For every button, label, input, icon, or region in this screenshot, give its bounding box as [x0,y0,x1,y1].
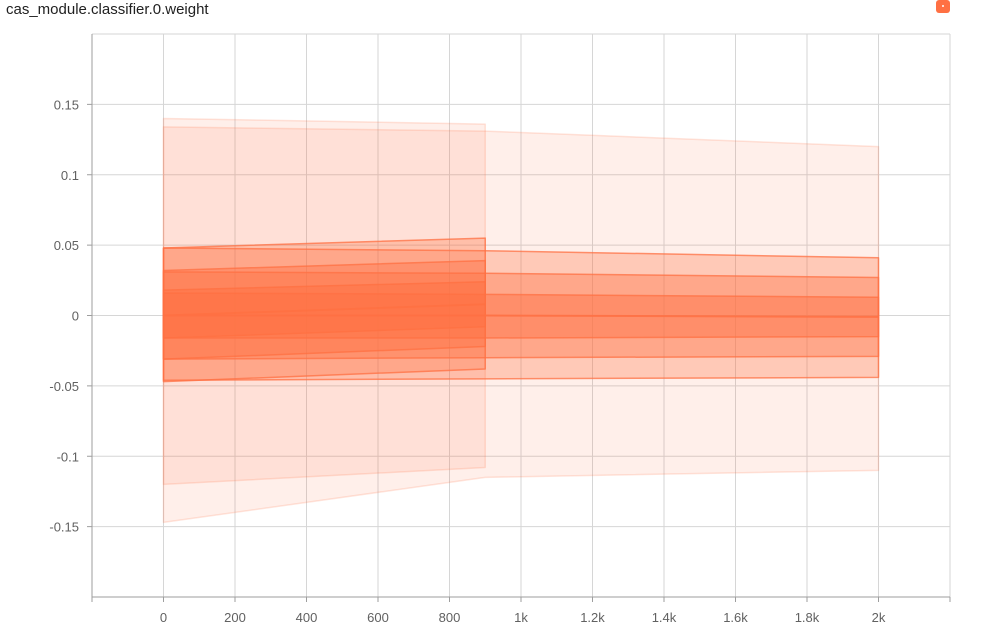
y-tick-label: 0.1 [61,168,79,183]
x-tick-label: 800 [439,610,461,625]
median-line [163,314,879,318]
x-tick-label: 0 [160,610,167,625]
distribution-bands [162,117,880,524]
y-tick-label: 0 [72,309,79,324]
x-tick-label: 1.8k [795,610,820,625]
x-tick-label: 400 [296,610,318,625]
percentile-band [162,247,880,381]
y-tick-label: -0.15 [49,520,79,535]
chart-title: cas_module.classifier.0.weight [6,1,209,18]
tick-labels: 0 200 400 600 800 1k 1.2k 1.4k 1.6k 1.8k 2k 0.15 0.1… [49,97,886,625]
median-line [163,303,486,317]
y-tick-label: 0.05 [54,238,79,253]
x-tick-label: 2k [872,610,886,625]
y-tick-label: -0.05 [49,379,79,394]
distribution-series [162,117,486,486]
x-tick-label: 1.4k [652,610,677,625]
percentile-band [162,126,880,524]
series-color-swatch[interactable] [936,0,950,13]
axes [87,34,951,602]
y-tick-label: -0.1 [57,449,79,464]
x-tick-label: 600 [367,610,389,625]
x-tick-label: 200 [224,610,246,625]
x-tick-label: 1k [514,610,528,625]
distribution-series [162,126,880,524]
x-tick-label: 1.6k [723,610,748,625]
y-tick-label: 0.15 [54,97,79,112]
x-tick-label: 1.2k [580,610,605,625]
